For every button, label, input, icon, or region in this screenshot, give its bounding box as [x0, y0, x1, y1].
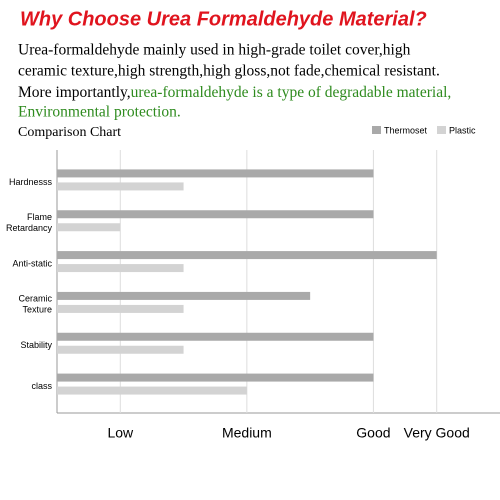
- x-tick-label: Good: [356, 425, 390, 441]
- legend-label: Thermoset: [384, 125, 428, 135]
- y-tick-label: Hardnesss: [9, 177, 53, 187]
- bar: [57, 223, 121, 232]
- bar: [57, 332, 374, 341]
- bar: [57, 291, 311, 300]
- bar: [57, 264, 184, 273]
- text-highlight: urea-formaldehyde is a type of degradabl…: [131, 84, 452, 101]
- legend-swatch: [437, 126, 446, 134]
- label-part: Texture: [22, 305, 52, 315]
- label-part: Ceramic: [18, 294, 52, 304]
- text-line: ceramic texture,high strength,high gloss…: [18, 63, 440, 80]
- legend-label: Plastic: [449, 125, 476, 135]
- bar: [57, 251, 437, 260]
- y-tick-label: Ceramic Texture: [18, 294, 52, 315]
- x-tick-label: Medium: [222, 425, 272, 441]
- y-tick-label: class: [31, 381, 52, 391]
- bar: [57, 373, 374, 382]
- bar: [57, 210, 374, 219]
- title: Why Choose Urea Formaldehyde Material?: [20, 8, 427, 30]
- text-line: More importantly,urea-formaldehyde is a …: [18, 84, 451, 101]
- bar: [57, 386, 247, 395]
- x-tick-label: Very Good: [404, 425, 470, 441]
- bar: [57, 345, 184, 354]
- label-part: Flame: [27, 212, 52, 222]
- bar: [57, 182, 184, 191]
- text-part: More importantly,: [18, 84, 131, 101]
- x-tick-label: Low: [107, 425, 134, 441]
- y-tick-label: Stability: [20, 340, 52, 350]
- bar: [57, 169, 374, 178]
- chart-title: Comparison Chart: [18, 125, 121, 140]
- legend-swatch: [372, 126, 381, 134]
- text-line: Urea-formaldehyde mainly used in high-gr…: [18, 42, 411, 59]
- label-part: Retardancy: [6, 223, 53, 233]
- y-tick-label: Flame Retardancy: [6, 212, 53, 233]
- bar: [57, 304, 184, 313]
- text-highlight: Environmental protection.: [18, 104, 181, 121]
- y-tick-label: Anti-static: [12, 258, 52, 268]
